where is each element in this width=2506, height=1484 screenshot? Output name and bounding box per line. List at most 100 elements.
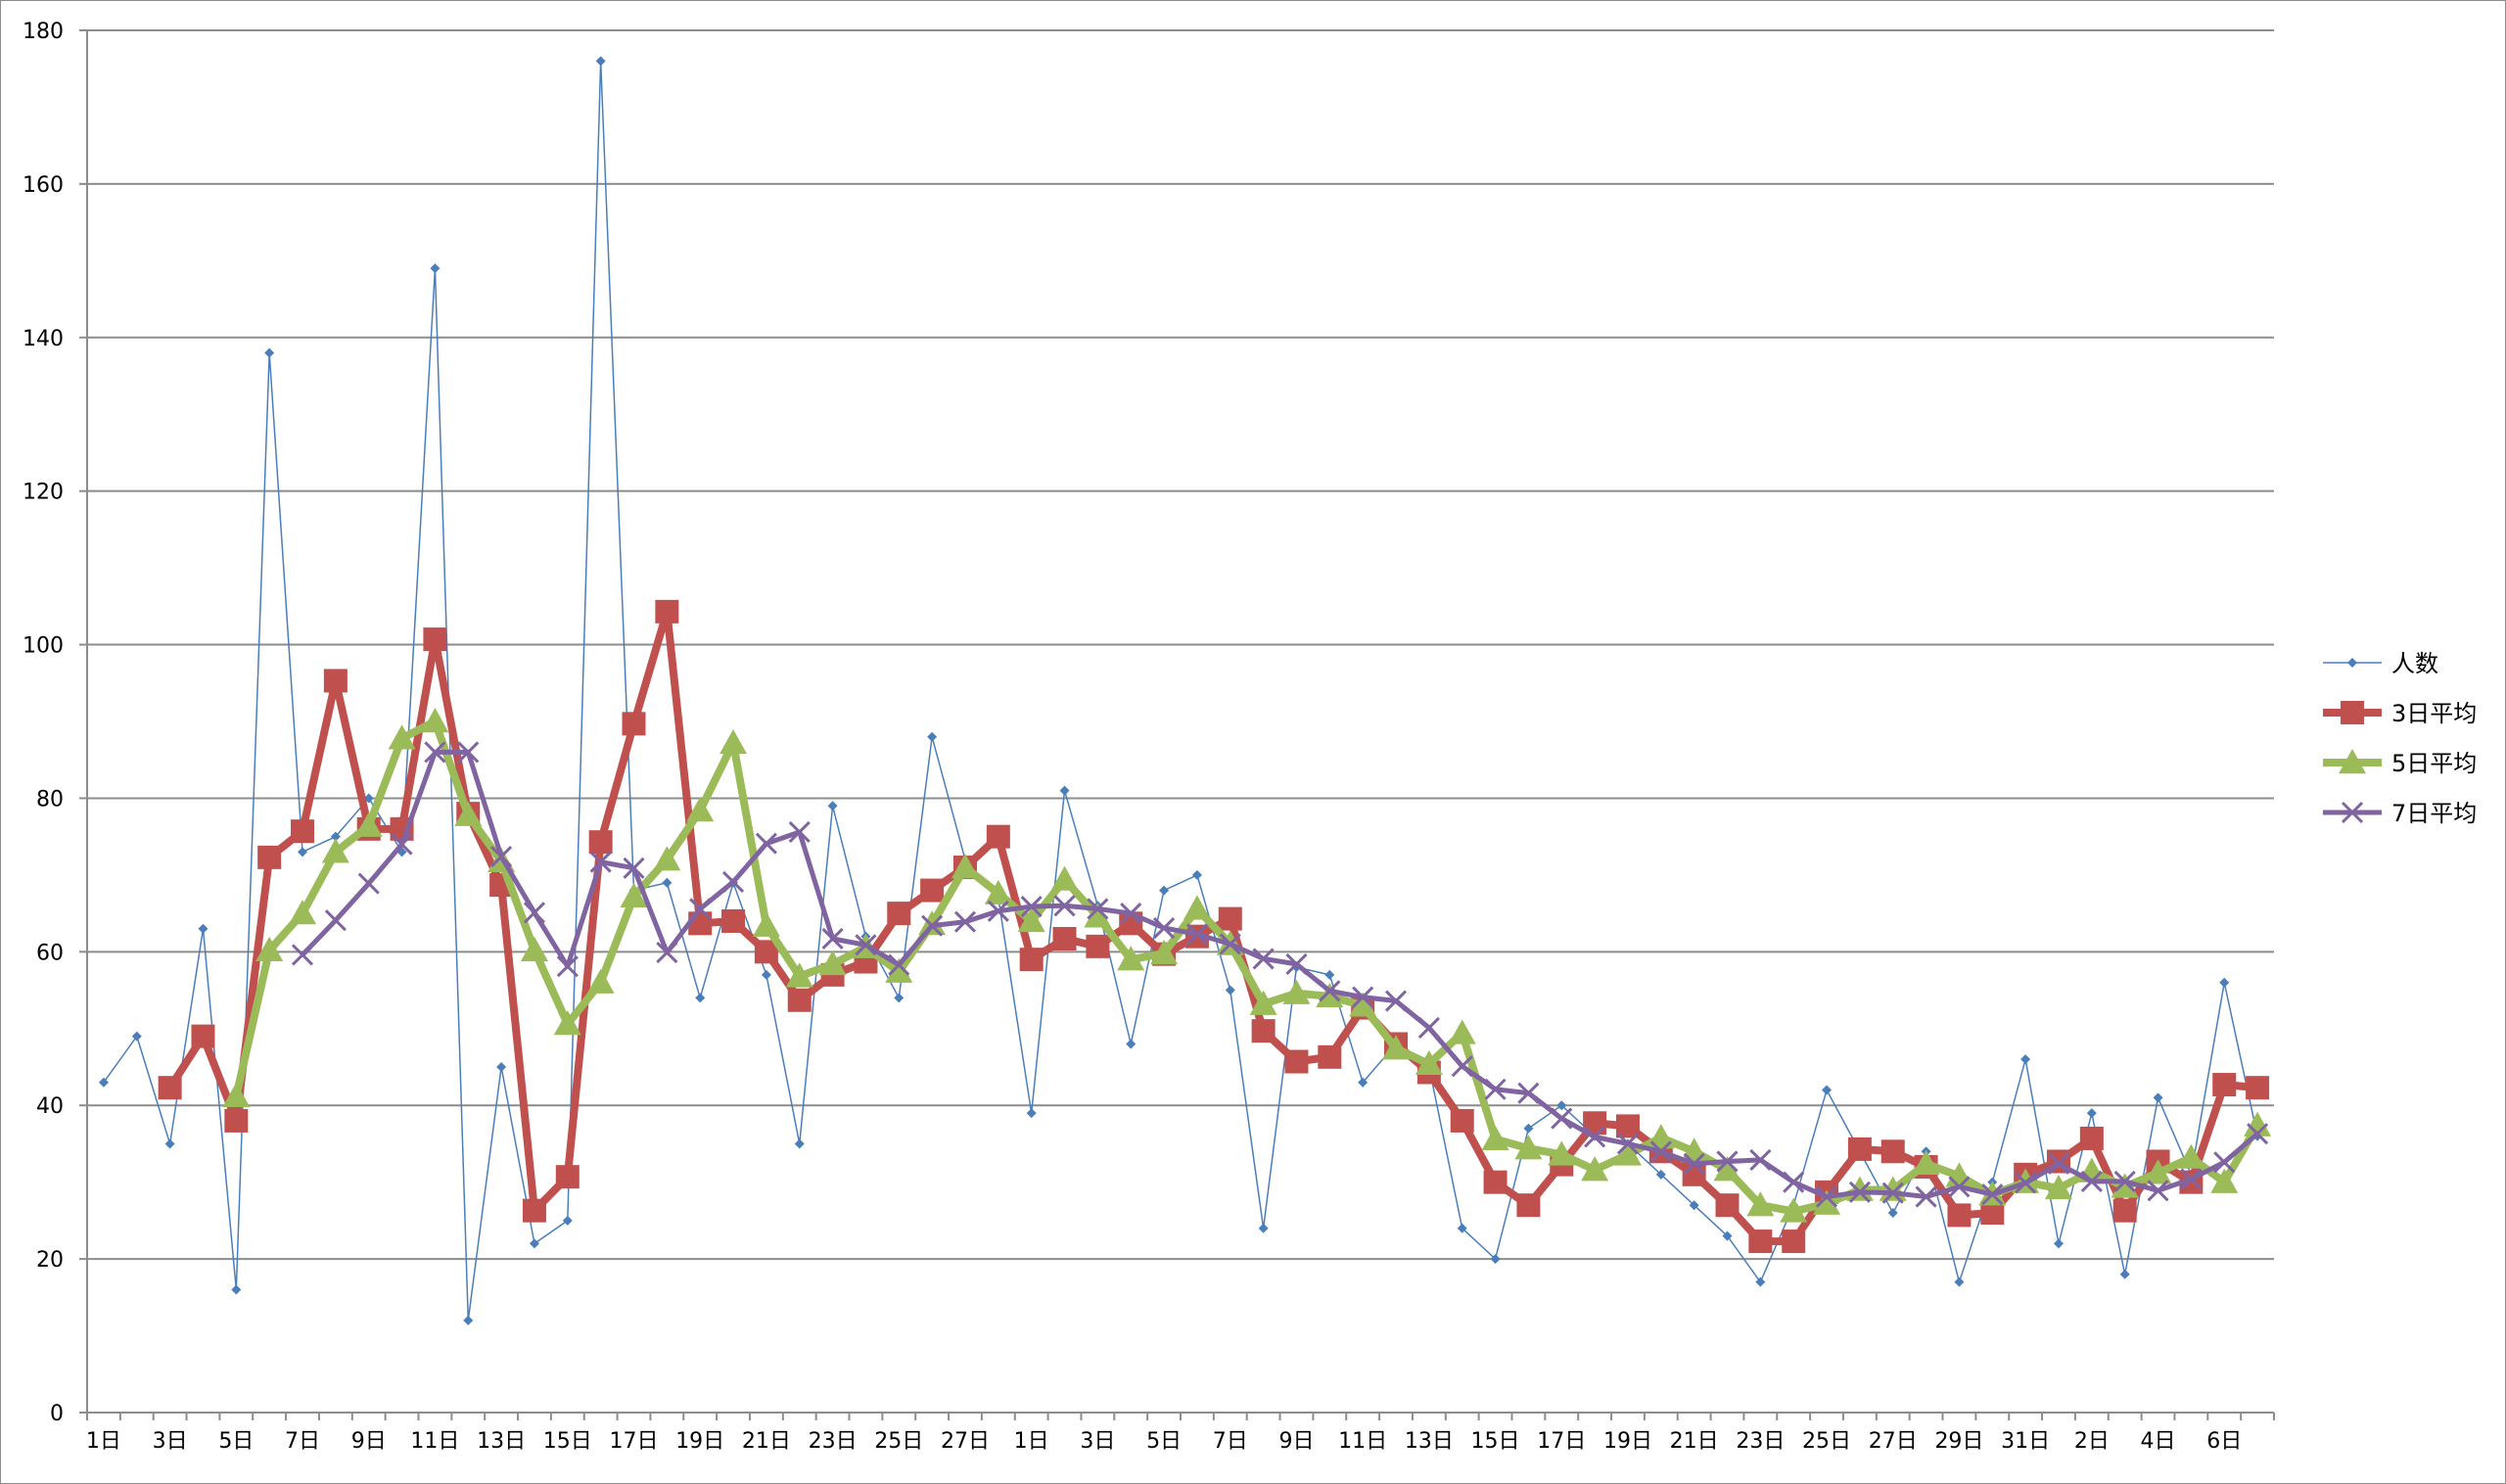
x-marker-stroke <box>1053 895 1076 917</box>
x-marker-stroke <box>1848 1181 1871 1203</box>
data-point <box>755 832 777 855</box>
data-point <box>2144 1159 2172 1184</box>
data-point <box>1153 916 1176 940</box>
data-point <box>553 1010 581 1036</box>
series-line <box>103 60 2258 1322</box>
data-point <box>1052 926 1077 951</box>
legend-label: 3日平均 <box>2391 700 2477 727</box>
data-point <box>1059 785 1070 796</box>
data-point <box>927 731 938 742</box>
data-point <box>1251 1019 1276 1043</box>
legend-label: 5日平均 <box>2391 750 2477 777</box>
x-marker-stroke <box>1153 916 1176 940</box>
data-point <box>321 838 349 863</box>
data-point <box>1053 895 1076 917</box>
data-point <box>1517 1082 1540 1104</box>
x-marker-stroke <box>855 934 877 956</box>
x-tick-label: 23日 <box>1736 1429 1785 1454</box>
x-tick-label: 21日 <box>742 1429 791 1454</box>
x-marker-stroke <box>1219 933 1241 955</box>
x-marker-stroke <box>1551 1107 1573 1130</box>
series-line <box>300 749 2260 1200</box>
data-point <box>555 1165 580 1189</box>
data-point <box>2153 1092 2163 1103</box>
data-point <box>1915 1185 1937 1208</box>
data-point <box>1746 1191 1775 1217</box>
legend: 人数 3日平均 5日平均 7日平均 <box>2323 650 2477 827</box>
data-point <box>1782 1229 1806 1254</box>
data-point <box>264 348 275 358</box>
data-point <box>1417 1016 1440 1040</box>
x-tick-label: 21日 <box>1670 1429 1719 1454</box>
data-point <box>1384 990 1408 1012</box>
data-point <box>2212 1073 2237 1097</box>
data-point <box>894 993 905 1003</box>
data-point <box>2079 1126 2104 1150</box>
x-marker-stroke <box>291 944 314 966</box>
x-marker-stroke <box>490 846 513 868</box>
data-point <box>2247 1123 2269 1145</box>
data-point <box>423 627 447 652</box>
legend-entry-1: 人数 <box>2323 650 2438 677</box>
x-marker-stroke <box>1783 1171 1805 1193</box>
x-marker-stroke <box>589 851 612 873</box>
data-point <box>1722 1230 1733 1241</box>
data-point <box>2086 1108 2097 1119</box>
x-tick-label: 6日 <box>2206 1429 2242 1454</box>
data-point <box>951 854 979 879</box>
data-point <box>231 1284 242 1295</box>
data-point <box>2213 1151 2236 1174</box>
x-tick-label: 7日 <box>1213 1429 1248 1454</box>
data-point <box>2044 1174 2072 1200</box>
x-marker-stroke <box>987 900 1009 922</box>
x-marker-stroke <box>1417 1016 1440 1040</box>
data-point <box>1282 979 1311 1004</box>
data-point <box>1050 865 1079 891</box>
data-point <box>131 1031 142 1042</box>
data-point <box>2180 1168 2203 1190</box>
data-point <box>1126 1039 1137 1049</box>
data-point <box>522 1198 546 1223</box>
data-point <box>1981 1183 2004 1206</box>
data-point <box>1683 1152 1705 1175</box>
data-point <box>1084 903 1112 928</box>
y-tick-label: 180 <box>23 20 64 44</box>
x-marker-stroke <box>2015 1172 2037 1194</box>
data-point <box>1020 895 1043 918</box>
data-point <box>324 909 347 932</box>
data-point <box>421 708 449 733</box>
data-point <box>1947 1203 1972 1228</box>
data-point <box>463 1315 474 1325</box>
data-point <box>1822 1085 1833 1095</box>
data-point <box>1655 1169 1666 1180</box>
data-point <box>457 741 480 764</box>
data-point <box>291 819 315 844</box>
data-point <box>794 1138 805 1149</box>
data-point <box>158 1076 182 1100</box>
data-point <box>2112 1198 2137 1223</box>
x-marker-stroke <box>1020 895 1043 918</box>
data-point <box>1523 1123 1534 1134</box>
x-marker-stroke <box>1087 898 1109 920</box>
data-point <box>2244 1111 2272 1136</box>
data-point <box>1484 1078 1507 1100</box>
data-point <box>855 934 877 956</box>
data-point <box>1481 1125 1509 1150</box>
data-point <box>1490 1254 1501 1265</box>
x-tick-label: 4日 <box>2141 1429 2176 1454</box>
legend-swatch-marker <box>2341 701 2364 724</box>
data-point <box>1324 969 1335 980</box>
data-point <box>1218 906 1242 931</box>
x-tick-label: 27日 <box>1869 1429 1918 1454</box>
x-tick-label: 29日 <box>1934 1429 1983 1454</box>
x-marker-stroke <box>1749 1148 1772 1171</box>
data-point <box>1086 934 1110 958</box>
data-point <box>1881 1182 1904 1204</box>
data-point <box>289 900 317 925</box>
data-point <box>164 1138 175 1149</box>
data-point <box>1382 1035 1411 1060</box>
data-point <box>920 878 945 903</box>
data-point <box>1551 1107 1573 1130</box>
